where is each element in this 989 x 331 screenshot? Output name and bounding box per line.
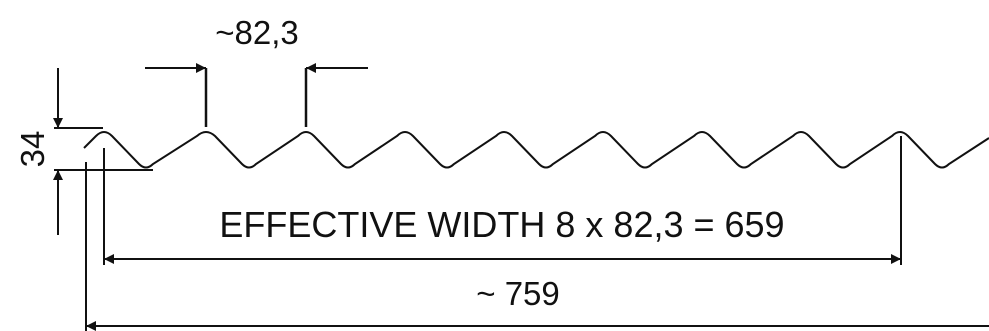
pitch-label: ~82,3 bbox=[215, 14, 299, 51]
height-label: 34 bbox=[14, 131, 51, 168]
effective-width-label: EFFECTIVE WIDTH 8 x 82,3 = 659 bbox=[219, 204, 784, 245]
corrugated-profile bbox=[83, 131, 989, 169]
total-width-label: ~ 759 bbox=[476, 275, 560, 312]
